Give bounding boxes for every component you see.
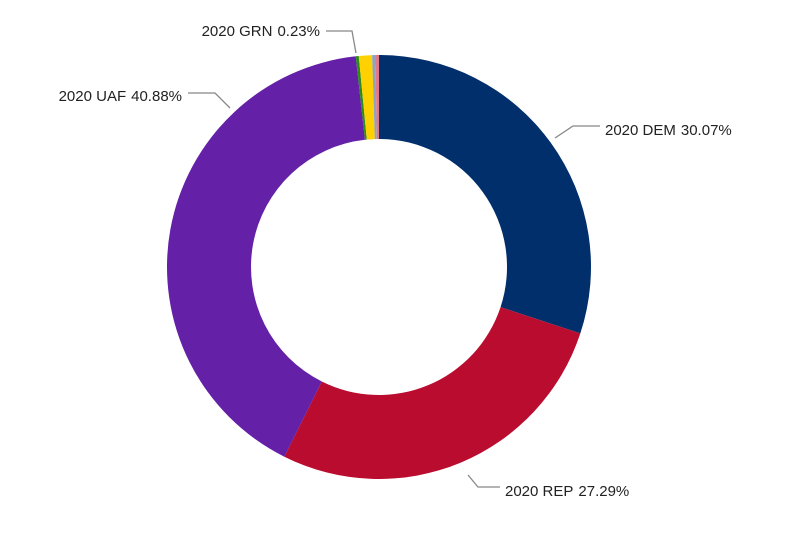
data-label: 2020 DEM 30.07% bbox=[605, 122, 732, 139]
leader-line bbox=[467, 474, 500, 488]
label-category: 2020 GRN bbox=[202, 23, 273, 40]
leader-line bbox=[554, 125, 600, 139]
label-value: 27.29% bbox=[578, 483, 629, 500]
label-value: 0.23% bbox=[277, 23, 320, 40]
donut-segment bbox=[355, 55, 367, 140]
leader-line bbox=[188, 92, 231, 109]
data-label: 2020 REP 27.29% bbox=[505, 483, 629, 500]
label-value: 40.88% bbox=[131, 88, 182, 105]
donut-segment bbox=[166, 56, 365, 457]
donut-segment bbox=[358, 55, 375, 140]
label-value: 30.07% bbox=[681, 122, 732, 139]
donut-segment bbox=[372, 55, 377, 140]
donut-segment bbox=[284, 307, 581, 479]
label-category: 2020 REP bbox=[505, 483, 573, 500]
leader-line bbox=[326, 30, 357, 54]
donut-segment bbox=[379, 55, 591, 334]
data-label: 2020 UAF 40.88% bbox=[59, 88, 182, 105]
data-label: 2020 GRN 0.23% bbox=[202, 23, 320, 40]
label-category: 2020 UAF bbox=[59, 88, 127, 105]
donut-segment bbox=[375, 55, 379, 140]
label-category: 2020 DEM bbox=[605, 122, 676, 139]
